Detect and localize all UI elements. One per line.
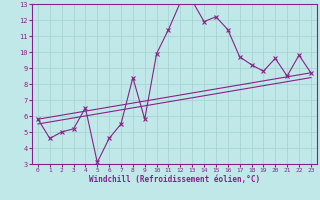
X-axis label: Windchill (Refroidissement éolien,°C): Windchill (Refroidissement éolien,°C)	[89, 175, 260, 184]
